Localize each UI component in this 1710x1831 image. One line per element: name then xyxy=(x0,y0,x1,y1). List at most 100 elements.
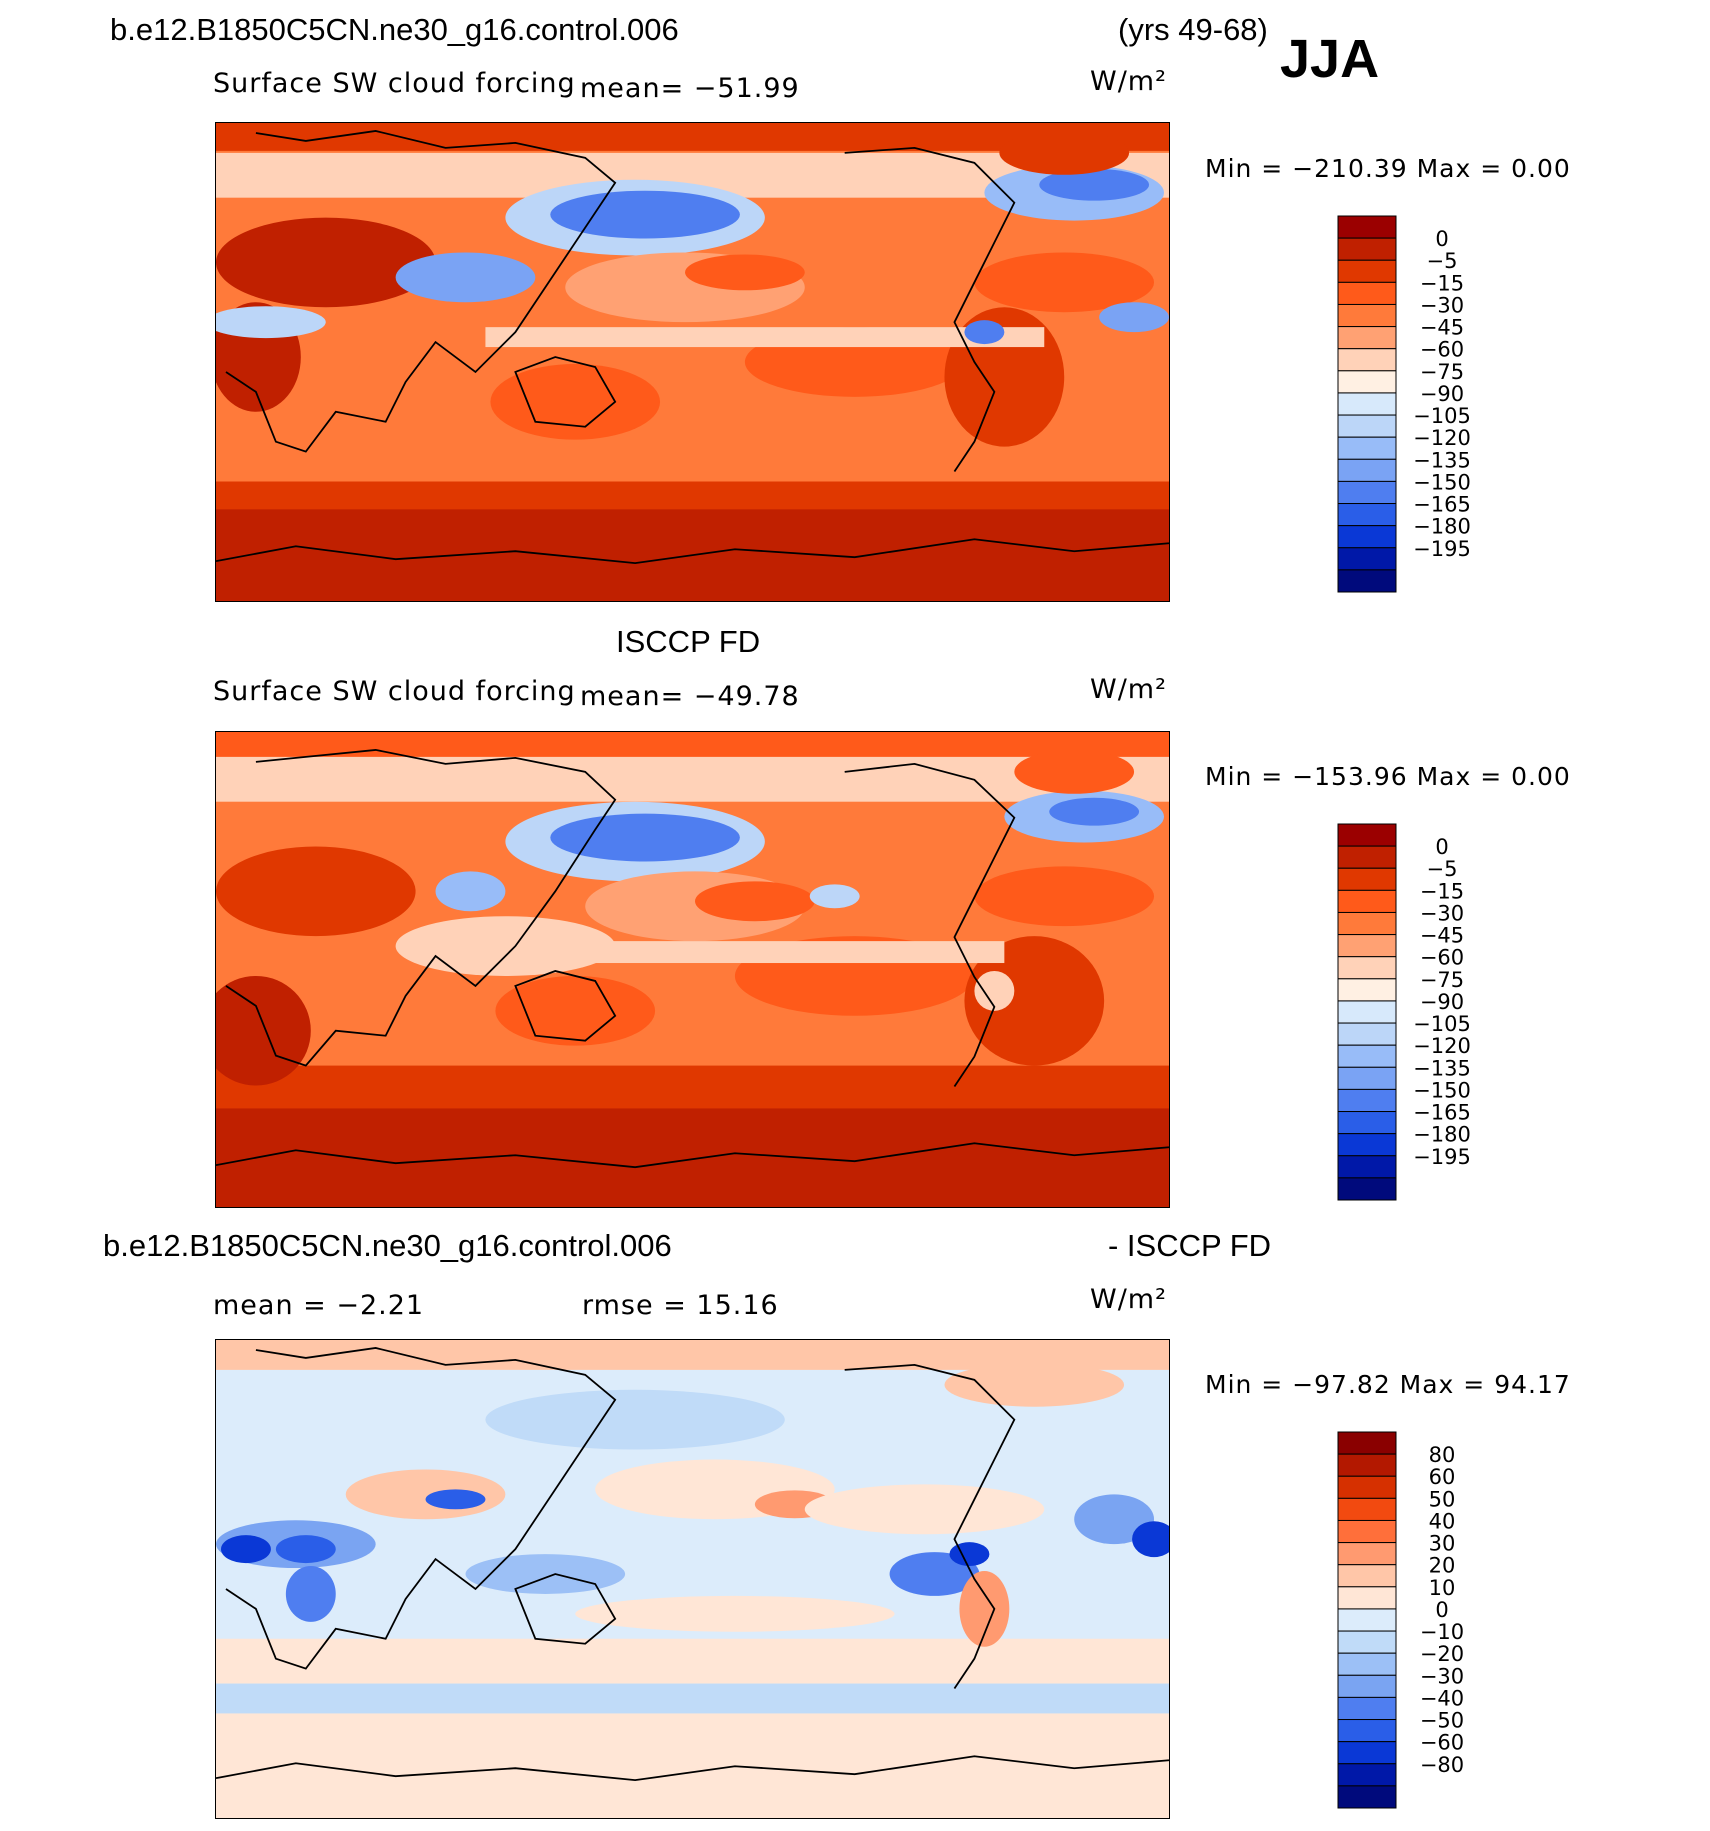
colorbar-swatch xyxy=(1337,1431,1397,1455)
panel3-map-svg xyxy=(216,1340,1169,1818)
panel2-mean: mean= −49.78 xyxy=(580,681,800,712)
panel3-min-max: Min = −97.82 Max = 94.17 xyxy=(1205,1370,1571,1399)
colorbar-label: −195 xyxy=(1413,537,1471,561)
colorbar-label: −20 xyxy=(1420,1642,1464,1666)
colorbar-swatch xyxy=(1337,1674,1397,1698)
case-title: b.e12.B1850C5CN.ne30_g16.control.006 xyxy=(110,12,679,47)
colorbar-swatch xyxy=(1337,1519,1397,1544)
panel2-min-max: Min = −153.96 Max = 0.00 xyxy=(1205,762,1571,791)
colorbar-swatch xyxy=(1337,303,1397,328)
colorbar-swatch xyxy=(1337,237,1397,261)
panel2-colorbar-svg: 0−5−15−30−45−60−75−90−105−120−135−150−16… xyxy=(1337,823,1471,1201)
colorbar-swatch xyxy=(1337,1586,1397,1610)
colorbar-label: −180 xyxy=(1413,1123,1471,1147)
colorbar-swatch xyxy=(1337,1044,1397,1068)
colorbar-swatch xyxy=(1337,823,1397,847)
panel1-map-svg xyxy=(216,123,1169,601)
colorbar-swatch xyxy=(1337,547,1397,571)
colorbar-label: −195 xyxy=(1413,1145,1471,1169)
colorbar-swatch xyxy=(1337,480,1397,505)
colorbar-label: 20 xyxy=(1429,1554,1456,1578)
panel1-min-max: Min = −210.39 Max = 0.00 xyxy=(1205,154,1571,183)
colorbar-label: 40 xyxy=(1429,1509,1456,1533)
colorbar-label: −75 xyxy=(1420,360,1464,384)
colorbar-swatch xyxy=(1337,1608,1397,1632)
colorbar-swatch xyxy=(1337,1719,1397,1743)
colorbar-swatch xyxy=(1337,1763,1397,1787)
colorbar-label: −165 xyxy=(1413,493,1471,517)
colorbar-swatch xyxy=(1337,1453,1397,1477)
colorbar-swatch xyxy=(1337,525,1397,549)
colorbar-swatch xyxy=(1337,1542,1397,1566)
colorbar-swatch xyxy=(1337,1741,1397,1765)
panel2-colorbar: 0 −5 −15 −30 −45 −60 −75 −90 −105 −120 −135 −150 −16… xyxy=(1337,823,1518,1201)
colorbar-label: 60 xyxy=(1429,1465,1456,1489)
colorbar-label: −50 xyxy=(1420,1709,1464,1733)
colorbar-swatch xyxy=(1337,326,1397,350)
colorbar-label: 30 xyxy=(1429,1532,1456,1556)
colorbar-label: −45 xyxy=(1420,924,1464,948)
colorbar-swatch xyxy=(1337,1022,1397,1046)
colorbar-swatch xyxy=(1337,934,1397,958)
colorbar-label: −135 xyxy=(1413,448,1471,472)
colorbar-swatch xyxy=(1337,1630,1397,1654)
colorbar-swatch xyxy=(1337,348,1397,372)
panel3-heading-right: - ISCCP FD xyxy=(1108,1228,1272,1263)
panel3-map xyxy=(215,1339,1170,1819)
colorbar-label: −105 xyxy=(1413,1012,1471,1036)
colorbar-label: −15 xyxy=(1420,271,1464,295)
colorbar-label: −30 xyxy=(1420,293,1464,317)
colorbar-label: 10 xyxy=(1429,1576,1456,1600)
panel3-units: W/m² xyxy=(1090,1284,1167,1315)
colorbar-label: −5 xyxy=(1427,857,1458,881)
years-label: (yrs 49-68) xyxy=(1118,12,1268,47)
colorbar-label: 0 xyxy=(1435,835,1448,859)
panel1-colorbar-svg: 0−5−15−30−45−60−75−90−105−120−135−150−16… xyxy=(1337,215,1471,593)
colorbar-label: −5 xyxy=(1427,249,1458,273)
colorbar-label: −180 xyxy=(1413,515,1471,539)
panel1-colorbar: 0 −5 −15 −30 −45 −60 −75 −90 −105 −120 −135 −150 −16… xyxy=(1337,215,1518,593)
colorbar-swatch xyxy=(1337,414,1397,438)
colorbar-label: −105 xyxy=(1413,404,1471,428)
colorbar-swatch xyxy=(1337,978,1397,1002)
colorbar-swatch xyxy=(1337,1652,1397,1676)
panel2-units: W/m² xyxy=(1090,674,1167,705)
season-label: JJA xyxy=(1280,29,1380,89)
colorbar-swatch xyxy=(1337,867,1397,891)
colorbar-swatch xyxy=(1337,911,1397,936)
colorbar-swatch xyxy=(1337,215,1397,239)
colorbar-swatch xyxy=(1337,1088,1397,1113)
colorbar-label: −45 xyxy=(1420,316,1464,340)
colorbar-label: −120 xyxy=(1413,1034,1471,1058)
colorbar-swatch xyxy=(1337,1066,1397,1090)
panel3-colorbar: 80 60 50 40 30 20 10 0 −10 −20 −30 −40 −50 −60 −80 xyxy=(1337,1431,1518,1809)
colorbar-label: −120 xyxy=(1413,426,1471,450)
colorbar-swatch xyxy=(1337,1000,1397,1024)
colorbar-label: −30 xyxy=(1420,901,1464,925)
panel3-heading-left: b.e12.B1850C5CN.ne30_g16.control.006 xyxy=(103,1228,672,1263)
colorbar-label: −135 xyxy=(1413,1056,1471,1080)
panel1-units: W/m² xyxy=(1090,66,1167,97)
colorbar-swatch xyxy=(1337,1155,1397,1179)
colorbar-swatch xyxy=(1337,1564,1397,1588)
colorbar-swatch xyxy=(1337,956,1397,980)
colorbar-swatch xyxy=(1337,436,1397,460)
panel2-title: Surface SW cloud forcing xyxy=(213,676,576,707)
colorbar-label: −150 xyxy=(1413,1078,1471,1102)
colorbar-label: −90 xyxy=(1420,990,1464,1014)
colorbar-swatch xyxy=(1337,1111,1397,1135)
colorbar-label: 50 xyxy=(1429,1487,1456,1511)
colorbar-label: 0 xyxy=(1435,1598,1448,1622)
colorbar-label: −150 xyxy=(1413,470,1471,494)
colorbar-label: 0 xyxy=(1435,227,1448,251)
colorbar-swatch xyxy=(1337,1785,1397,1809)
colorbar-swatch xyxy=(1337,1177,1397,1201)
colorbar-label: 80 xyxy=(1429,1443,1456,1467)
colorbar-label: −60 xyxy=(1420,946,1464,970)
colorbar-swatch xyxy=(1337,845,1397,869)
colorbar-label: −60 xyxy=(1420,338,1464,362)
colorbar-label: −30 xyxy=(1420,1664,1464,1688)
panel3-mean: mean = −2.21 xyxy=(213,1290,425,1321)
colorbar-swatch xyxy=(1337,503,1397,527)
